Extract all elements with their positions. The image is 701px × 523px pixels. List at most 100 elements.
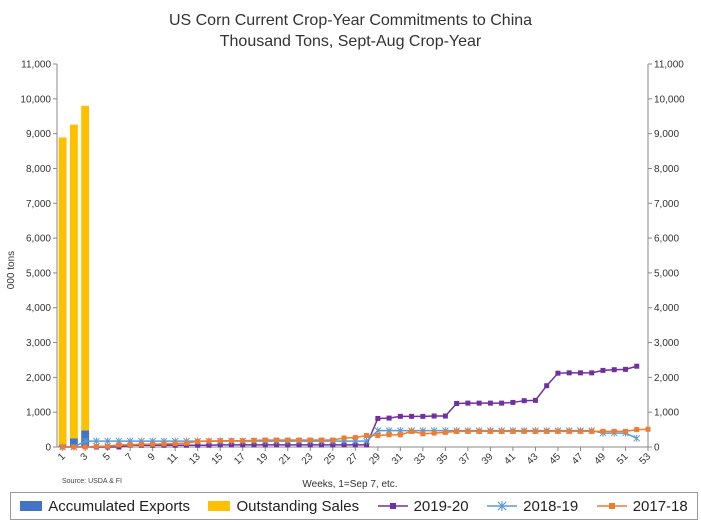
y-tick-label-left: 3,000: [26, 338, 51, 349]
x-tick-label: 25: [322, 451, 338, 467]
y-tick-label-right: 6,000: [654, 234, 679, 245]
legend-symbol-2017-18: [596, 503, 627, 509]
source-note: Source: USDA & FI: [62, 478, 122, 485]
point-2017-18: [454, 428, 460, 434]
point-2017-18: [127, 442, 133, 448]
bar-accumulated-exports: [69, 438, 78, 447]
point-2019-20: [251, 442, 257, 448]
y-tick-label-left: 6,000: [26, 234, 51, 245]
y-tick-label-right: 4,000: [654, 303, 679, 314]
x-tick-label: 11: [165, 451, 180, 466]
x-tick-label: 47: [570, 451, 586, 467]
x-tick-label: 15: [210, 451, 226, 467]
point-2019-20: [442, 413, 448, 419]
legend-item-2018-19: 2018-19: [487, 498, 578, 515]
point-2017-18: [150, 441, 156, 447]
bar-series: [58, 105, 90, 447]
point-2019-20: [240, 442, 246, 448]
point-2019-20: [577, 370, 583, 376]
x-tick-label: 17: [232, 451, 248, 467]
y-tick-label-right: 9,000: [654, 129, 679, 140]
point-2019-20: [274, 442, 280, 448]
point-2017-18: [93, 443, 99, 449]
point-2017-18: [341, 435, 347, 441]
point-2019-20: [262, 442, 268, 448]
legend-label-2019-20: 2019-20: [413, 497, 469, 515]
point-2017-18: [251, 437, 257, 443]
point-2017-18: [431, 430, 437, 436]
point-2017-18: [622, 428, 628, 434]
x-tick-label: 33: [412, 451, 428, 467]
point-2017-18: [397, 432, 403, 438]
legend-item-outstanding-sales: Outstanding Sales: [208, 498, 359, 515]
y-tick-label-left: 2,000: [26, 373, 51, 384]
legend-symbol-2018-19: [487, 501, 518, 511]
y-tick-label-left: 8,000: [26, 164, 51, 175]
chart-subtitle: Thousand Tons, Sept-Aug Crop-Year: [219, 33, 482, 50]
bar-outstanding-sales: [69, 124, 78, 439]
point-2019-20: [319, 442, 325, 448]
point-2017-18: [510, 428, 516, 434]
x-tick-label: 39: [480, 451, 496, 467]
point-2017-18: [206, 438, 212, 444]
point-2019-20: [285, 442, 291, 448]
point-2019-20: [228, 442, 234, 448]
x-tick-label: 3: [79, 451, 91, 463]
point-2017-18: [555, 428, 561, 434]
point-2017-18: [476, 428, 482, 434]
point-2019-20: [352, 442, 358, 448]
point-2019-20: [206, 442, 212, 448]
point-2018-19: [104, 437, 112, 445]
point-2019-20: [397, 413, 403, 419]
x-tick-label: 23: [300, 451, 316, 467]
point-2019-20: [330, 442, 336, 448]
legend-swatch-outstanding-sales: [208, 501, 231, 511]
point-2017-18: [195, 438, 201, 444]
point-2017-18: [330, 437, 336, 443]
point-2017-18: [611, 428, 617, 434]
point-2017-18: [319, 437, 325, 443]
point-2018-19: [363, 437, 370, 445]
point-2019-20: [454, 400, 460, 406]
legend-item-2019-20: 2019-20: [377, 497, 469, 515]
legend-swatch-accumulated-exports: [20, 501, 43, 511]
point-2017-18: [274, 437, 280, 443]
point-2018-19: [633, 434, 641, 442]
point-2019-20: [499, 400, 505, 406]
x-tick-label: 53: [637, 451, 653, 467]
point-2019-20: [487, 400, 493, 406]
x-tick-label: 29: [367, 451, 383, 467]
point-2017-18: [217, 438, 223, 444]
y-tick-label-left: 9,000: [26, 129, 51, 140]
point-2019-20: [555, 370, 561, 376]
point-2017-18: [60, 444, 66, 450]
x-tick-label: 5: [101, 451, 113, 463]
point-2019-20: [532, 397, 538, 403]
point-2017-18: [285, 437, 291, 443]
point-2017-18: [105, 443, 111, 449]
x-tick-label: 31: [390, 451, 406, 467]
point-2018-19: [81, 437, 89, 445]
legend-label-outstanding-sales: Outstanding Sales: [236, 497, 360, 515]
point-2017-18: [364, 433, 370, 439]
point-2017-18: [634, 427, 640, 433]
chart-axes: 0 0 1,000 1,000 2,000 2,000 3,000 3,000 4,000 4,0…: [20, 60, 685, 467]
point-2017-18: [138, 441, 144, 447]
y-tick-label-left: 7,000: [26, 199, 51, 210]
point-2019-20: [341, 442, 347, 448]
y-tick-label-right: 7,000: [654, 199, 679, 210]
point-2019-20: [431, 413, 437, 419]
point-2019-20: [521, 398, 527, 404]
y-tick-label-right: 3,000: [654, 338, 679, 349]
x-tick-label: 7: [124, 451, 136, 463]
point-2019-20: [409, 413, 415, 419]
point-2017-18: [499, 428, 505, 434]
point-2019-20: [566, 370, 572, 376]
legend-symbol-2019-20: [377, 503, 408, 509]
y-tick-label-right: 10,000: [654, 94, 685, 105]
point-2017-18: [577, 428, 583, 434]
line-2019-20: [62, 365, 637, 448]
bar-outstanding-sales: [58, 137, 67, 446]
y-tick-label-left: 11,000: [21, 60, 51, 71]
x-tick-label: 45: [547, 451, 563, 467]
